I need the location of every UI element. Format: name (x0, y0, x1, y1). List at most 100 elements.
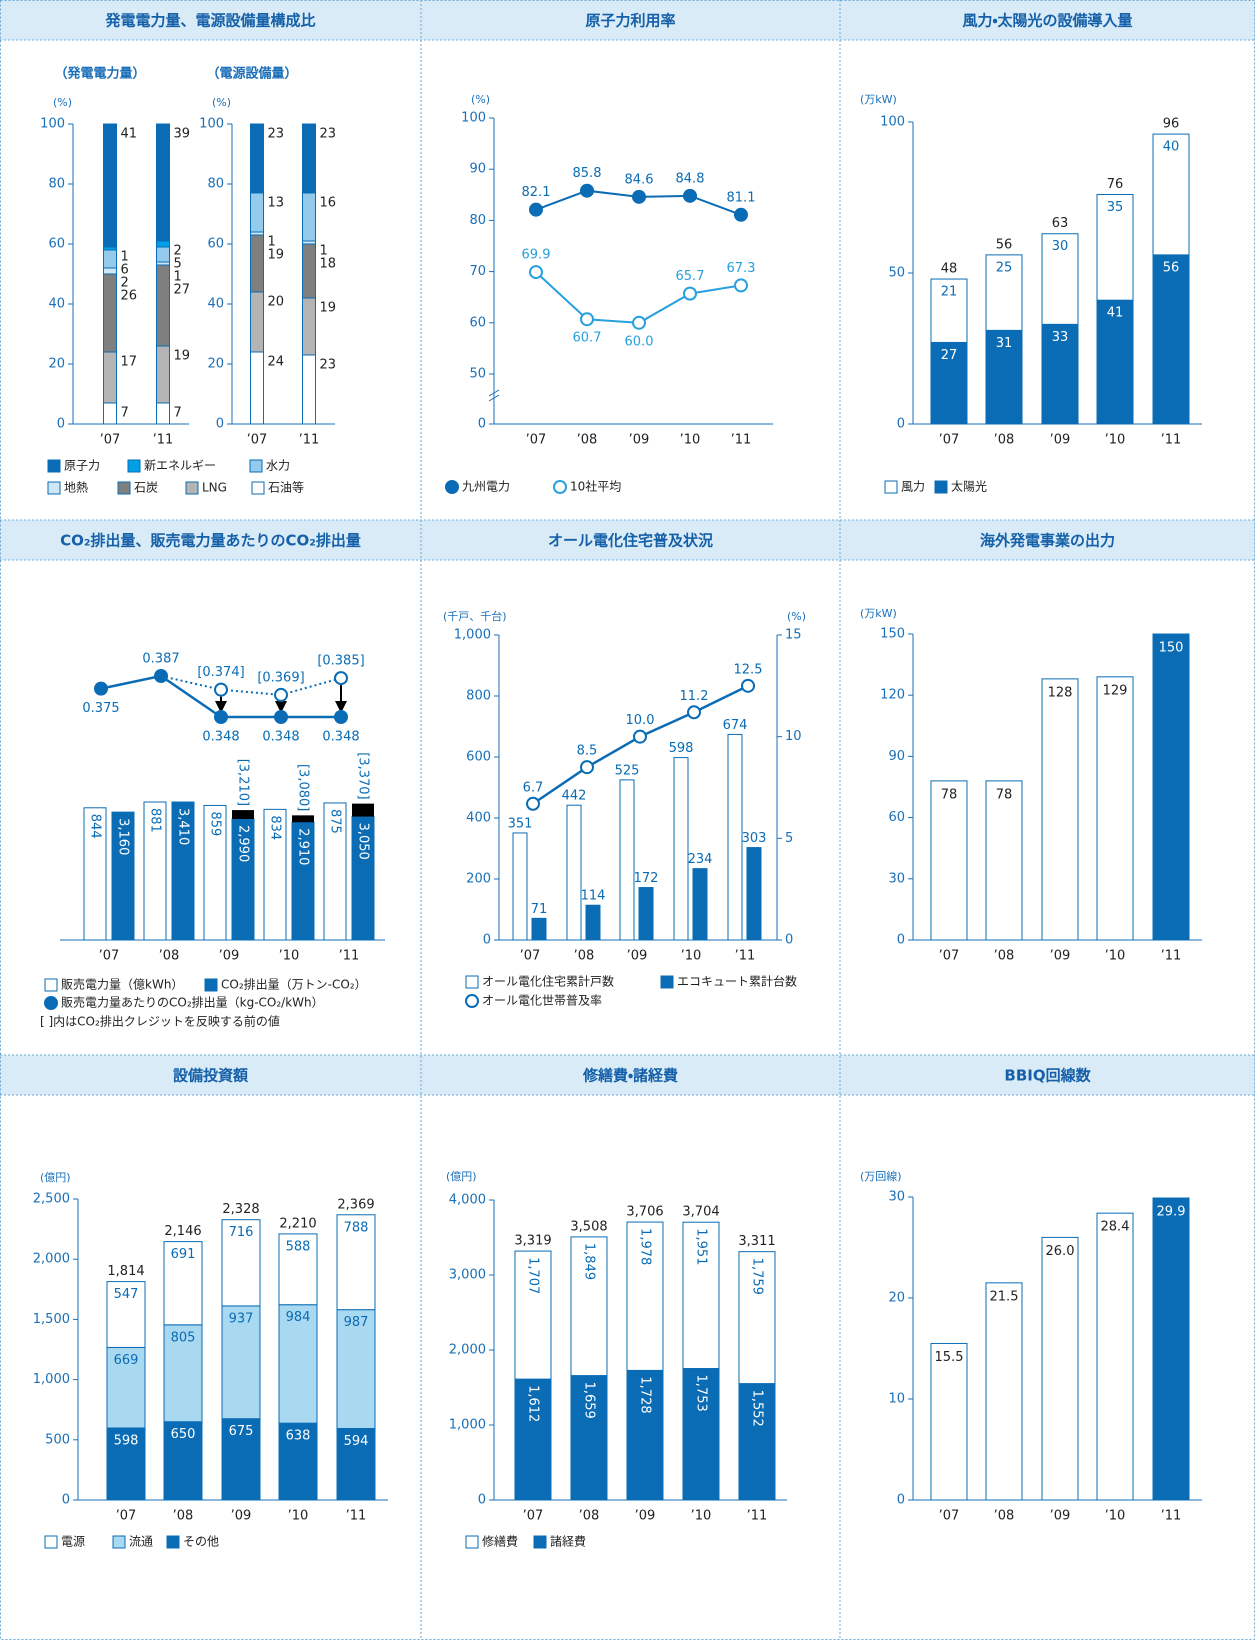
chart-panel: CO₂排出量、販売電力量あたりのCO₂排出量 ’07 ’08 ’09 ’10 ’11 844… (0, 520, 421, 1029)
total-label: 56 (996, 237, 1013, 252)
data-label: 3,410 (176, 808, 191, 845)
legend-swatch (112, 1535, 126, 1549)
chart-panel: オール電化住宅普及状況 (千戸、千台) (%) 0 200 400 600 800 1,000 0… (421, 520, 840, 1008)
bar-segment (221, 1418, 261, 1501)
y-tick-label: 40 (207, 297, 224, 312)
y-tick-label: 200 (466, 872, 491, 887)
bar-segment (1096, 193, 1134, 301)
data-label: 25 (996, 260, 1013, 275)
x-tick-label: ’11 (1161, 949, 1182, 964)
data-label: 1,552 (750, 1390, 765, 1427)
point (154, 669, 168, 683)
data-label: 598 (114, 1434, 139, 1449)
legend-swatch (44, 978, 58, 992)
y-tick-label: 60 (48, 237, 65, 252)
data-label: 12.5 (734, 662, 763, 677)
y-tick-label: 100 (880, 115, 905, 130)
point (529, 202, 543, 217)
legend-label: 水力 (266, 459, 290, 473)
x-tick-label: ’11 (153, 433, 174, 448)
note: [ ]内はCO₂排出クレジットを反映する前の値 (40, 1014, 280, 1029)
data-label: 71 (531, 902, 548, 917)
point (687, 705, 701, 720)
group-label: （電源設備量） (206, 66, 297, 82)
panel-header (0, 0, 421, 40)
data-label: 547 (114, 1287, 139, 1302)
bar (1041, 678, 1079, 941)
data-label: 19 (174, 349, 191, 364)
data-label: 60.0 (625, 334, 654, 349)
x-tick-label: ’07 (939, 433, 960, 448)
y-unit: (%) (471, 93, 490, 106)
bar (531, 917, 547, 941)
data-label: 11.2 (680, 689, 709, 704)
x-tick-label: ’09 (627, 949, 648, 964)
x-tick-label: ’09 (231, 1509, 252, 1524)
x-tick-label: ’08 (159, 949, 180, 964)
data-label: 41 (121, 127, 138, 142)
data-label: 844 (88, 814, 103, 839)
y-tick-label: 1,000 (33, 1372, 70, 1387)
data-label: 351 (508, 816, 533, 831)
bar-segment (156, 123, 170, 242)
x-tick-label: ’10 (288, 1509, 309, 1524)
data-label: 24 (268, 355, 285, 370)
bar-segment (103, 267, 117, 275)
y-unit: (%) (212, 96, 231, 109)
total-label: 63 (1052, 216, 1069, 231)
legend-swatch (47, 459, 61, 473)
legend-label: オール電化住宅累計戸数 (482, 974, 614, 989)
data-label: 33 (1052, 330, 1069, 345)
legend-swatch (884, 480, 898, 494)
data-label: 716 (229, 1225, 254, 1240)
panel-header (421, 1055, 840, 1095)
y-unit: (億円) (40, 1171, 71, 1184)
chart-title: オール電化住宅普及状況 (548, 532, 713, 550)
bar-segment (163, 1421, 203, 1501)
y2-unit: (%) (787, 610, 806, 623)
data-label: 6 (121, 263, 129, 278)
data-label: 60.7 (573, 331, 602, 346)
x-tick-label: ’08 (994, 433, 1015, 448)
data-label: 7 (121, 406, 129, 421)
data-label: 0.348 (262, 730, 299, 745)
panel-header (421, 520, 840, 560)
point (529, 265, 543, 280)
x-tick-label: ’10 (1105, 433, 1126, 448)
data-label: 41 (1107, 306, 1124, 321)
bar-segment (278, 1422, 318, 1501)
credit-label: [3,370] (356, 752, 371, 799)
bar (619, 779, 635, 941)
chart-title: BBIQ回線数 (1004, 1067, 1091, 1085)
data-label: 78 (941, 787, 958, 802)
data-label: 5 (174, 257, 182, 272)
point (683, 188, 697, 203)
bar (263, 808, 287, 941)
bar-segment (336, 1214, 376, 1311)
y-tick-label: 20 (888, 1291, 905, 1306)
legend-label: 流通 (129, 1535, 153, 1549)
data-label: 937 (229, 1311, 254, 1326)
legend-label: 10社平均 (570, 479, 621, 494)
data-label: 594 (344, 1434, 369, 1449)
bar (585, 904, 601, 941)
x-tick-label: ’11 (1161, 433, 1182, 448)
legend-swatch (533, 1535, 547, 1549)
total-label: 96 (1163, 117, 1180, 132)
credit-cap (292, 815, 314, 823)
data-label: 69.9 (522, 248, 551, 263)
legend-label: CO₂排出量（万トン-CO₂） (221, 978, 367, 992)
x-tick-label: ’11 (346, 1509, 367, 1524)
x-tick-label: ’07 (116, 1509, 137, 1524)
bar-segment (103, 273, 117, 353)
legend-label: 九州電力 (462, 480, 510, 494)
data-label: 23 (268, 127, 285, 142)
data-label: 1 (320, 244, 328, 259)
y-tick-label: 0 (478, 1493, 486, 1508)
data-label: 35 (1107, 200, 1124, 215)
line (535, 271, 742, 324)
y-tick-label: 50 (469, 367, 486, 382)
data-label: 8.5 (577, 744, 598, 759)
bar-segment (221, 1305, 261, 1420)
bar-segment (682, 1368, 720, 1501)
